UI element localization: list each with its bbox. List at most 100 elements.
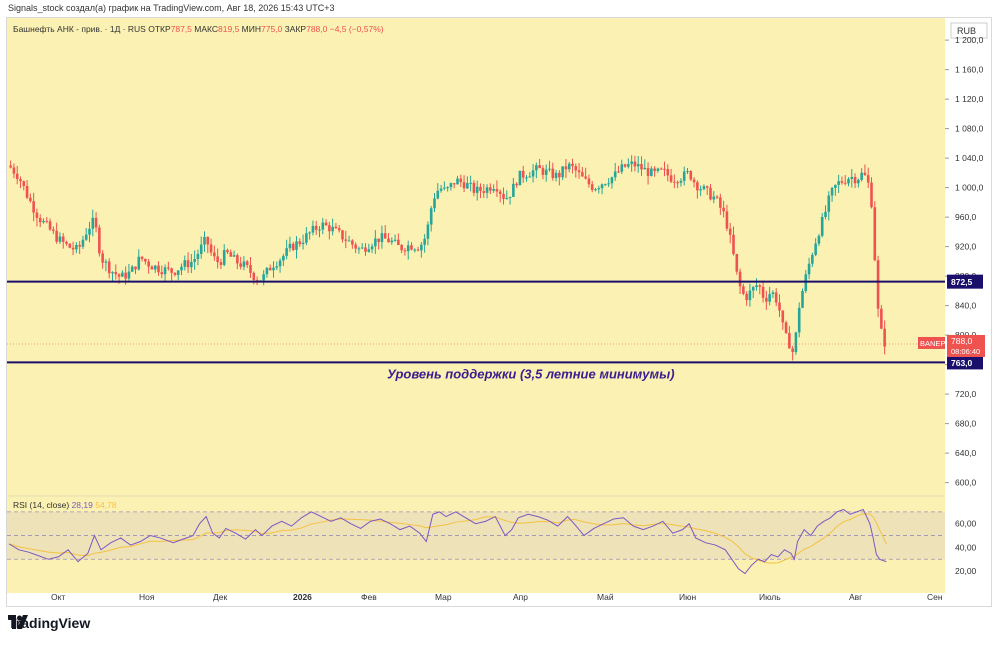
rsi-legend: RSI (14, close) 28,19 54,78: [13, 500, 117, 510]
candle-body: [725, 211, 729, 229]
candle-body: [840, 181, 844, 183]
candle-body: [742, 286, 745, 294]
candle-body: [209, 244, 213, 253]
candle-body: [745, 293, 748, 301]
candle-body: [623, 164, 627, 167]
candle-body: [705, 186, 709, 188]
rsi-legend-part-0: RSI (14, close): [13, 500, 72, 510]
candle-body: [190, 262, 193, 268]
time-scale-background: [7, 593, 945, 606]
candle-body: [853, 176, 857, 184]
candle-body: [140, 256, 144, 259]
x-tick-label: Июль: [759, 592, 781, 602]
tradingview-logo[interactable]: TradingView: [8, 615, 90, 631]
candle-body: [876, 260, 880, 309]
level-tag-resistance: [947, 274, 983, 289]
plot-background: [7, 18, 945, 593]
candle-body: [383, 233, 387, 239]
candle-body: [183, 260, 187, 267]
candle-body: [443, 187, 446, 189]
candle-body: [581, 172, 584, 177]
y-tick-label: 1 040,0: [955, 153, 984, 163]
candle-body: [715, 196, 719, 198]
candle-body: [291, 243, 295, 250]
level-tag-label: 763,0: [951, 358, 973, 368]
candle-body: [137, 256, 141, 270]
candle-body: [111, 272, 114, 274]
candle-body: [117, 274, 121, 277]
candle-body: [811, 254, 814, 264]
candle-body: [268, 267, 272, 271]
candle-body: [239, 263, 242, 267]
y-tick-label: 600,0: [955, 478, 977, 488]
candle-body: [521, 170, 525, 178]
candle-body: [429, 208, 433, 225]
candle-body: [459, 178, 463, 183]
candle-body: [374, 238, 377, 247]
candle-body: [561, 166, 564, 178]
candle-body: [344, 239, 348, 241]
candle-body: [167, 267, 170, 269]
candle-body: [285, 248, 288, 256]
candle-body: [377, 238, 380, 243]
candle-body: [52, 229, 55, 231]
candle-body: [314, 225, 318, 230]
candle-body: [577, 170, 581, 173]
candle-body: [610, 177, 614, 184]
currency-box: [950, 22, 988, 39]
candle-body: [341, 230, 344, 240]
candle-body: [755, 285, 758, 288]
candle-body: [650, 168, 653, 176]
candle-body: [295, 241, 298, 250]
candle-body: [778, 302, 781, 311]
candle-body: [305, 233, 308, 243]
rsi-line: [8, 508, 887, 575]
candle-body: [564, 166, 568, 170]
candle-body: [433, 198, 436, 209]
rsi-tick-label: 20,00: [955, 566, 977, 576]
candle-body: [354, 244, 357, 249]
candle-body: [452, 183, 456, 185]
candle-body: [213, 252, 216, 257]
candle-body: [272, 267, 275, 271]
candle-body: [538, 165, 541, 169]
candle-body: [255, 280, 259, 282]
candle-body: [462, 182, 466, 189]
price-tag: [947, 334, 985, 357]
candle-body: [837, 181, 840, 185]
candle-body: [502, 193, 505, 199]
candle-body: [107, 261, 111, 274]
y-tick-label: 960,0: [955, 212, 977, 222]
candle-body: [784, 322, 788, 333]
candle-body: [630, 161, 633, 165]
x-tick-label: Окт: [51, 592, 65, 602]
legend-part-1: ОТКР: [146, 24, 171, 34]
candle-body: [656, 168, 660, 171]
candle-body: [820, 216, 824, 236]
candle-body: [518, 170, 522, 186]
price-scale-background: [945, 18, 991, 606]
level-tag-support: [947, 355, 983, 370]
candle-body: [633, 161, 637, 167]
candle-body: [551, 168, 555, 179]
candle-body: [531, 170, 535, 177]
candle-body: [449, 183, 453, 188]
candle-body: [663, 168, 666, 170]
candle-body: [58, 236, 62, 242]
candlestick-chart[interactable]: Башнефть АНК - прив. · 1Д · RUS ОТКР787,…: [7, 18, 991, 606]
candle-body: [219, 262, 223, 265]
rsi-legend-part-1: 28,19: [72, 500, 96, 510]
y-tick-label: 640,0: [955, 448, 977, 458]
support-annotation: Уровень поддержки (3,5 летние минимумы): [387, 366, 675, 381]
candle-body: [860, 172, 863, 180]
candle-body: [71, 247, 75, 250]
candle-body: [144, 258, 147, 262]
candle-body: [824, 211, 827, 217]
candle-body: [669, 175, 673, 182]
candle-body: [88, 228, 91, 235]
candle-body: [163, 267, 167, 275]
candle-body: [541, 168, 545, 175]
candle-body: [180, 266, 183, 271]
candle-body: [65, 241, 68, 244]
candle-body: [469, 182, 472, 184]
